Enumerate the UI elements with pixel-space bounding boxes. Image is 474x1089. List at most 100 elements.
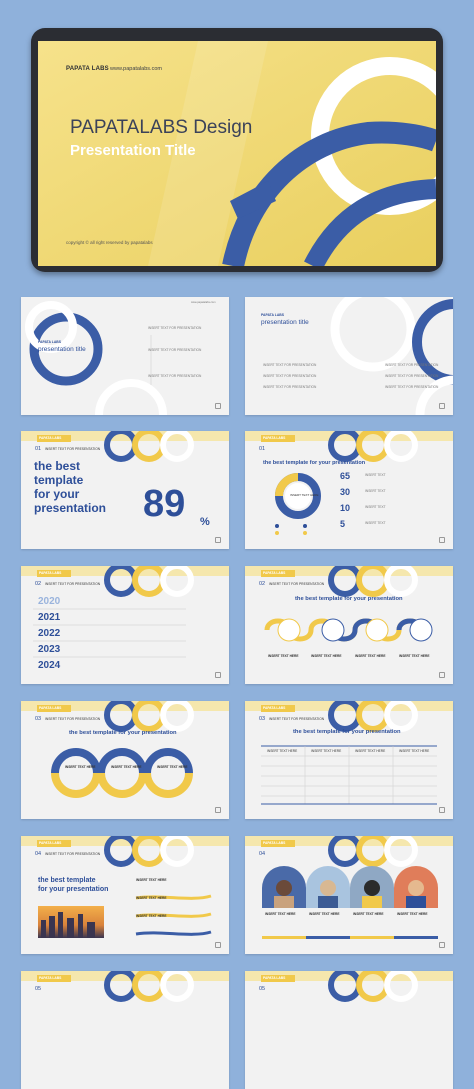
slide-12-badge (261, 975, 295, 982)
step-label: INSERT TEXT HERE (311, 654, 342, 658)
cover-copyright: copyright © all right reserved by papata… (66, 240, 153, 245)
circle-label: INSERT TEXT HERE (111, 765, 142, 769)
slide-4-badge-text: PAPATA LABS (263, 436, 286, 440)
slide-3-number: 01 (35, 446, 42, 452)
slide-7-badge-text: PAPATA LABS (39, 706, 62, 710)
slide-2-item: INSERT TEXT FOR PRESENTATION (385, 363, 439, 367)
year-label: 2024 (38, 660, 61, 671)
slide-8-title: the best template for your presentation (293, 729, 401, 735)
slide-thumbnail-10[interactable]: PAPATA LABS 04 INSERT TEXT HERE INSERT T… (245, 836, 453, 954)
percent-value: 65 (340, 471, 351, 481)
page-icon (215, 403, 221, 409)
slide-2-item: INSERT TEXT FOR PRESENTATION (263, 363, 317, 367)
table-header-cell: INSERT TEXT HERE (311, 749, 342, 753)
page-icon (215, 672, 221, 678)
slide-3-unit: % (200, 516, 210, 528)
slide-3-decoration (21, 431, 229, 462)
slide-thumbnail-1[interactable]: www.papatalabs.com PAPATA LABS presentat… (21, 297, 229, 415)
slide-thumbnail-2[interactable]: PAPATA LABS presentation title INSERT TE… (245, 297, 453, 415)
page-icon (215, 942, 221, 948)
slide-12-decoration (245, 971, 453, 1002)
page-icon (439, 672, 445, 678)
circle-label: INSERT TEXT HERE (65, 765, 96, 769)
slide-10-badge-text: PAPATA LABS (263, 841, 286, 845)
slide-8-badge-text: PAPATA LABS (263, 706, 286, 710)
slide-11-number: 05 (35, 986, 42, 992)
page-icon (215, 537, 221, 543)
circle-label: INSERT TEXT HERE (157, 765, 188, 769)
item-label: INSERT TEXT HERE (136, 896, 167, 900)
slide-9-number: 04 (35, 851, 42, 857)
table-header-cell: INSERT TEXT HERE (355, 749, 386, 753)
slide-1-url: www.papatalabs.com (191, 301, 216, 304)
slide-1-item: INSERT TEXT FOR PRESENTATION (148, 374, 202, 378)
slide-11-badge (37, 975, 71, 982)
photo-label: INSERT TEXT HERE (353, 912, 384, 916)
page-icon (215, 807, 221, 813)
slide-thumbnail-8[interactable]: PAPATA LABS 03 INSERT TEXT FOR PRESENTAT… (245, 701, 453, 819)
slide-2-title: presentation title (261, 319, 309, 326)
slide-11-badge-text: PAPATA LABS (39, 976, 62, 980)
slide-7-badge (37, 705, 71, 712)
slide-2-item: INSERT TEXT FOR PRESENTATION (385, 374, 439, 378)
slide-10-decoration (245, 836, 453, 939)
slide-8-header: INSERT TEXT FOR PRESENTATION (269, 717, 325, 721)
slide-thumbnail-3[interactable]: PAPATA LABS 01 INSERT TEXT FOR PRESENTAT… (21, 431, 229, 549)
slide-thumbnail-9[interactable]: PAPATA LABS 04 INSERT TEXT FOR PRESENTAT… (21, 836, 229, 954)
percent-value: 30 (340, 487, 351, 497)
slide-thumbnail-12[interactable]: PAPATA LABS 05 (245, 971, 453, 1089)
slide-7-number: 03 (35, 716, 42, 722)
slide-3-badge-text: PAPATA LABS (39, 436, 62, 440)
cover-url: www.papatalabs.com (110, 66, 162, 72)
donut-label: INSERT TEXT HERE (290, 493, 319, 497)
slide-11-decoration (21, 971, 229, 1002)
slide-9-badge (37, 840, 71, 847)
slide-12-number: 05 (259, 986, 266, 992)
percent-value: 5 (340, 519, 346, 529)
percent-label: INSERT TEXT (365, 505, 386, 509)
page-icon (439, 403, 445, 409)
page-icon (439, 537, 445, 543)
slide-7-header: INSERT TEXT FOR PRESENTATION (45, 717, 101, 721)
slide-9-heading: the best template for your presentation (38, 877, 109, 893)
slide-8-badge (261, 705, 295, 712)
year-label: 2020 (38, 596, 61, 607)
slide-10-badge (261, 840, 295, 847)
slide-2-decoration (330, 297, 453, 415)
year-label: 2022 (38, 628, 61, 639)
slide-5-number: 02 (35, 581, 42, 587)
slide-thumbnail-11[interactable]: PAPATA LABS 05 (21, 971, 229, 1089)
step-label: INSERT TEXT HERE (355, 654, 386, 658)
slide-2-item: INSERT TEXT FOR PRESENTATION (385, 385, 439, 389)
slide-5-badge (37, 570, 71, 577)
slide-1-item: INSERT TEXT FOR PRESENTATION (148, 348, 202, 352)
slide-2-brand: PAPATA LABS (261, 313, 284, 317)
slide-7-decoration (21, 701, 229, 798)
step-label: INSERT TEXT HERE (399, 654, 430, 658)
slide-thumbnail-7[interactable]: PAPATA LABS 03 INSERT TEXT FOR PRESENTAT… (21, 701, 229, 819)
slide-12-badge-text: PAPATA LABS (263, 976, 286, 980)
slide-5-badge-text: PAPATA LABS (39, 571, 62, 575)
slide-9-badge-text: PAPATA LABS (39, 841, 62, 845)
item-label: INSERT TEXT HERE (136, 878, 167, 882)
page-icon (439, 807, 445, 813)
slide-thumbnail-4[interactable]: PAPATA LABS 01 the best template for you… (245, 431, 453, 549)
percent-label: INSERT TEXT (365, 521, 386, 525)
slide-3-header: INSERT TEXT FOR PRESENTATION (45, 447, 101, 451)
slide-7-title: the best template for your presentation (69, 730, 177, 736)
slide-9-header: INSERT TEXT FOR PRESENTATION (45, 852, 101, 856)
cover-slide[interactable]: PAPATA LABS www.papatalabs.com PAPATALAB… (38, 41, 436, 266)
slide-3-big-number: 89 (143, 483, 186, 525)
step-label: INSERT TEXT HERE (268, 654, 299, 658)
photo-label: INSERT TEXT HERE (265, 912, 296, 916)
slide-2-item: INSERT TEXT FOR PRESENTATION (263, 385, 317, 389)
slide-6-badge (261, 570, 295, 577)
table-header-cell: INSERT TEXT HERE (267, 749, 298, 753)
slide-4-title: the best template for your presentation (263, 460, 366, 466)
slide-thumbnail-5[interactable]: PAPATA LABS 02 INSERT TEXT FOR PRESENTAT… (21, 566, 229, 684)
cover-logo: PAPATA LABS (66, 66, 109, 72)
table-header-cell: INSERT TEXT HERE (399, 749, 430, 753)
slide-5-header: INSERT TEXT FOR PRESENTATION (45, 582, 101, 586)
slide-thumbnail-6[interactable]: PAPATA LABS 02 INSERT TEXT FOR PRESENTAT… (245, 566, 453, 684)
slide-1-item: INSERT TEXT FOR PRESENTATION (148, 326, 202, 330)
